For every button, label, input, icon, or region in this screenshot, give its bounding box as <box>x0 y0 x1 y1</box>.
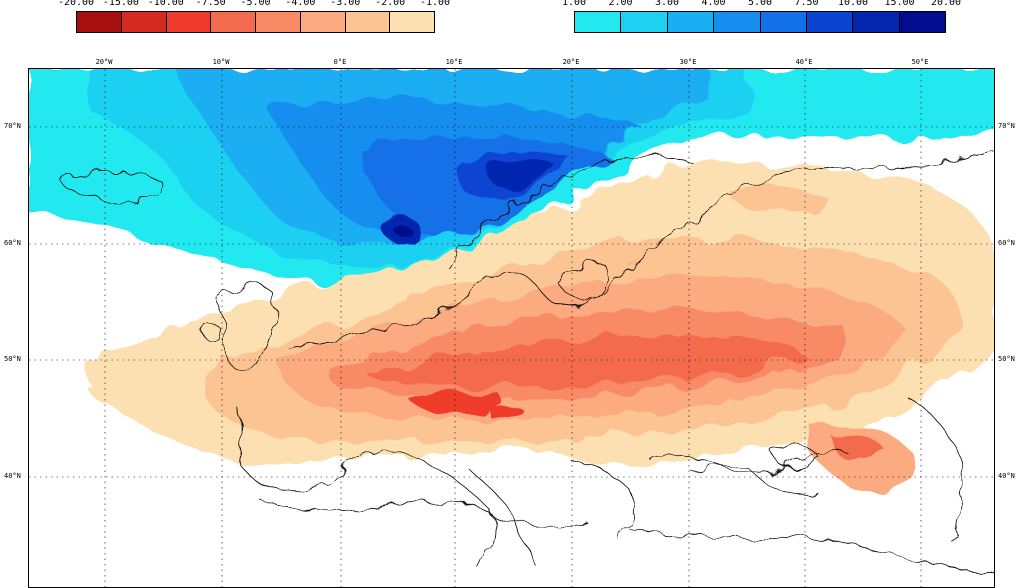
longitude-label: 50°E <box>911 58 929 66</box>
longitude-label: 10°E <box>445 58 463 66</box>
latitude-label-left: 60°N <box>4 239 21 247</box>
legend-tick: -5.00 <box>240 0 271 8</box>
latitude-label-right: 70°N <box>998 122 1015 130</box>
longitude-label: 20°W <box>95 58 113 66</box>
legend-negative-swatch <box>390 12 434 32</box>
legend-negative: -20.00 -15.00 -10.00 -7.50 -5.00 -4.00 -… <box>58 0 450 36</box>
graticule <box>29 69 994 587</box>
legend-tick: -15.00 <box>102 0 139 8</box>
legend-tick: -3.00 <box>330 0 361 8</box>
anomaly-map <box>28 68 995 588</box>
legend-positive-swatch <box>714 12 761 32</box>
latitude-label-left: 70°N <box>4 122 21 130</box>
latitude-label-left: 40°N <box>4 472 21 480</box>
latitude-label-right: 40°N <box>998 472 1015 480</box>
legend-tick: 1.00 <box>561 0 587 8</box>
legend-positive-swatch <box>667 12 715 32</box>
legend-negative-swatch <box>345 12 391 32</box>
legend-tick: 2.00 <box>608 0 633 8</box>
legend-tick: 5.00 <box>747 0 773 8</box>
positive-anomaly-field <box>29 69 994 292</box>
legend-positive-swatch <box>621 12 668 32</box>
legend-positive-swatch <box>806 12 854 32</box>
longitude-label: 10°W <box>212 58 230 66</box>
longitude-label: 0°E <box>333 58 347 66</box>
coastlines <box>58 149 994 575</box>
legend-negative-swatch <box>300 12 346 32</box>
longitude-label: 40°E <box>795 58 813 66</box>
latitude-label-right: 60°N <box>998 239 1015 247</box>
latitude-label-left: 50°N <box>4 355 21 363</box>
legend-positive-swatch <box>899 12 945 32</box>
legend-positive: 1.00 2.00 3.00 4.00 5.00 7.50 10.00 15.0… <box>562 0 961 36</box>
legend-tick: -4.00 <box>285 0 316 8</box>
negative-anomaly-field <box>86 162 994 494</box>
legend-tick: 15.00 <box>884 0 915 8</box>
legend-positive-swatch <box>760 12 807 32</box>
legend-negative-swatch <box>211 12 256 32</box>
legend-tick: 4.00 <box>701 0 726 8</box>
legend-negative-swatch <box>256 12 301 32</box>
legend-negative-swatch <box>77 12 122 32</box>
legend-tick: 10.00 <box>837 0 869 8</box>
longitude-label: 30°E <box>679 58 697 66</box>
legend-tick: 3.00 <box>654 0 680 8</box>
legend-negative-ticks: -20.00 -15.00 -10.00 -7.50 -5.00 -4.00 -… <box>58 0 450 9</box>
latitude-label-right: 50°N <box>998 355 1015 363</box>
legend-positive-bar <box>574 11 946 33</box>
legend-tick: -10.00 <box>147 0 184 8</box>
longitude-label: 20°E <box>562 58 580 66</box>
legend-tick: -20.00 <box>57 0 95 8</box>
legend-tick: -2.00 <box>375 0 406 8</box>
map-canvas <box>29 69 994 587</box>
legend-tick: -7.50 <box>195 0 226 8</box>
legend-negative-bar <box>76 11 435 33</box>
legend-negative-swatch <box>166 12 212 32</box>
legend-negative-swatch <box>121 12 167 32</box>
legend-tick: 20.00 <box>930 0 962 8</box>
legend-tick: -1.00 <box>419 0 451 8</box>
legend-positive-ticks: 1.00 2.00 3.00 4.00 5.00 7.50 10.00 15.0… <box>562 0 961 9</box>
legend-tick: 7.50 <box>794 0 819 8</box>
legend-positive-swatch <box>575 12 622 32</box>
legend-positive-swatch <box>853 12 900 32</box>
